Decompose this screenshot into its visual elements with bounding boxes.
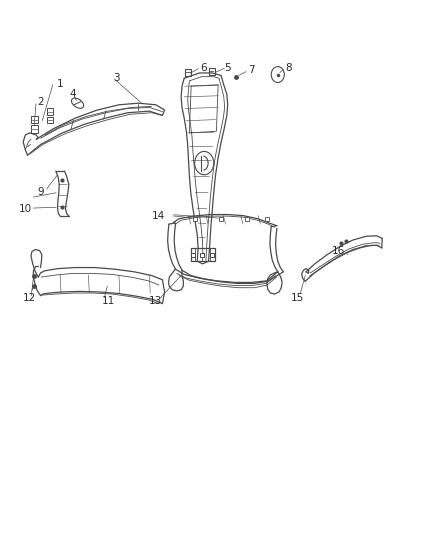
Text: 6: 6 — [201, 63, 207, 72]
Bar — [47, 109, 53, 115]
Text: 10: 10 — [19, 204, 32, 214]
Text: 2: 2 — [37, 97, 44, 107]
Text: 13: 13 — [149, 296, 162, 306]
Text: 12: 12 — [23, 293, 36, 303]
Text: 9: 9 — [37, 187, 44, 197]
Bar — [185, 69, 191, 76]
Text: 3: 3 — [113, 73, 120, 83]
Bar — [208, 68, 215, 75]
Text: 15: 15 — [291, 293, 304, 303]
Text: 16: 16 — [332, 246, 345, 256]
Bar — [31, 125, 38, 133]
Text: 1: 1 — [57, 78, 64, 88]
Text: 14: 14 — [152, 211, 165, 221]
Text: 8: 8 — [285, 63, 292, 72]
Text: 11: 11 — [101, 296, 115, 306]
Text: 5: 5 — [224, 63, 231, 72]
Text: 7: 7 — [248, 66, 255, 75]
Text: 4: 4 — [70, 89, 77, 99]
Bar — [31, 116, 38, 123]
Bar — [47, 117, 53, 123]
